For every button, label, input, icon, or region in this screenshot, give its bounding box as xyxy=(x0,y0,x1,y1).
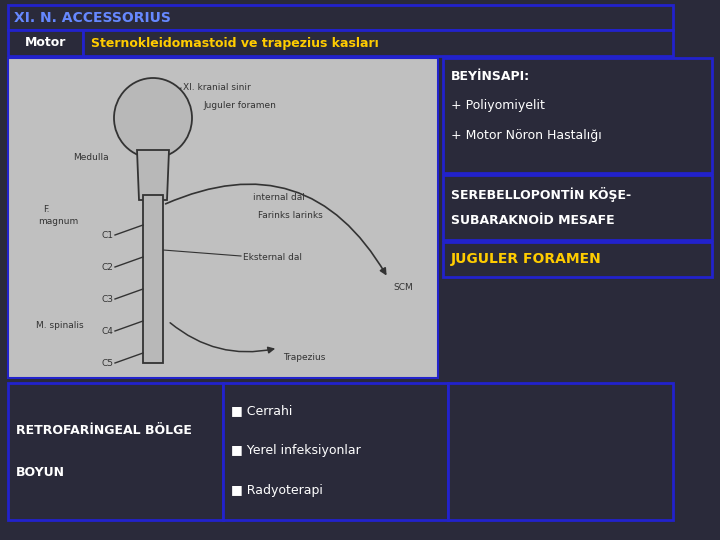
Text: Eksternal dal: Eksternal dal xyxy=(243,253,302,262)
FancyBboxPatch shape xyxy=(8,30,83,56)
Text: XI. kranial sinir: XI. kranial sinir xyxy=(183,84,251,92)
Text: C1: C1 xyxy=(101,231,113,240)
Text: Medulla: Medulla xyxy=(73,153,109,163)
Text: Farinks larinks: Farinks larinks xyxy=(258,212,323,220)
Text: magnum: magnum xyxy=(38,217,78,226)
Text: C4: C4 xyxy=(101,327,113,335)
Text: SEREBELLOPONTİN KÖŞE-: SEREBELLOPONTİN KÖŞE- xyxy=(451,187,631,202)
Text: BEYİNSAPI:: BEYİNSAPI: xyxy=(451,70,530,83)
Text: BOYUN: BOYUN xyxy=(16,465,65,478)
Text: internal dal: internal dal xyxy=(253,193,305,202)
FancyBboxPatch shape xyxy=(443,242,712,277)
Text: SUBARAKNOİD MESAFE: SUBARAKNOİD MESAFE xyxy=(451,213,615,226)
Text: Trapezius: Trapezius xyxy=(283,354,325,362)
FancyBboxPatch shape xyxy=(83,30,673,56)
FancyBboxPatch shape xyxy=(443,58,712,173)
Text: ■ Radyoterapi: ■ Radyoterapi xyxy=(231,484,323,497)
Text: M. spinalis: M. spinalis xyxy=(36,321,84,330)
Text: Sternokleidomastoid ve trapezius kasları: Sternokleidomastoid ve trapezius kasları xyxy=(91,37,379,50)
Text: ■ Cerrahi: ■ Cerrahi xyxy=(231,404,292,417)
Text: SCM: SCM xyxy=(393,283,413,292)
FancyBboxPatch shape xyxy=(443,175,712,240)
Ellipse shape xyxy=(114,78,192,158)
Text: Motor: Motor xyxy=(24,37,66,50)
FancyBboxPatch shape xyxy=(143,195,163,363)
Text: JUGULER FORAMEN: JUGULER FORAMEN xyxy=(451,252,602,266)
FancyBboxPatch shape xyxy=(8,5,673,30)
Text: + Poliyomiyelit: + Poliyomiyelit xyxy=(451,99,545,112)
Text: RETROFARİNGEAL BÖLGE: RETROFARİNGEAL BÖLGE xyxy=(16,424,192,437)
Text: F.: F. xyxy=(43,206,50,214)
Text: Juguler foramen: Juguler foramen xyxy=(203,102,276,111)
Text: C5: C5 xyxy=(101,359,113,368)
Text: C2: C2 xyxy=(101,262,113,272)
Text: C3: C3 xyxy=(101,294,113,303)
FancyBboxPatch shape xyxy=(8,58,438,378)
FancyBboxPatch shape xyxy=(223,383,448,520)
Polygon shape xyxy=(137,150,169,200)
Text: ■ Yerel infeksiyonlar: ■ Yerel infeksiyonlar xyxy=(231,444,361,457)
Text: + Motor Nöron Hastalığı: + Motor Nöron Hastalığı xyxy=(451,130,602,143)
Text: XI. N. ACCESSORIUS: XI. N. ACCESSORIUS xyxy=(14,11,171,25)
FancyBboxPatch shape xyxy=(448,383,673,520)
FancyBboxPatch shape xyxy=(8,383,223,520)
